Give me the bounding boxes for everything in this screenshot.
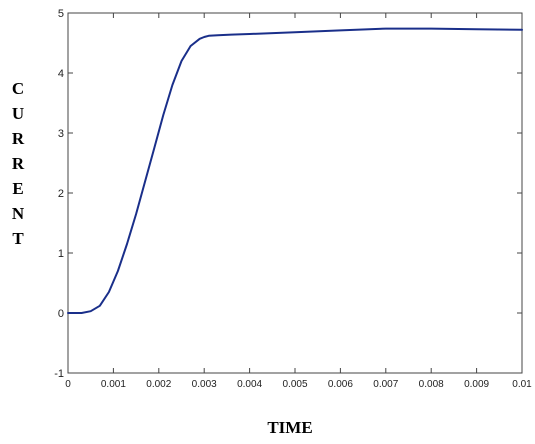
- series-line: [67, 27, 523, 314]
- y-axis-label-letter: T: [12, 229, 24, 248]
- y-axis-label-letter: R: [11, 129, 25, 148]
- y-axis-label-letter: R: [11, 154, 25, 173]
- y-tick-label: -1: [54, 368, 64, 380]
- x-tick-label: 0.003: [192, 379, 217, 390]
- x-tick-label: 0.008: [419, 379, 444, 390]
- y-tick-label: 2: [58, 188, 64, 200]
- y-tick-label: 1: [58, 248, 64, 260]
- y-axis-label-letter: C: [11, 79, 25, 98]
- x-axis: 0 0.001 0.002 0.003 0.004 0.005 0.006 0.007 0.00…: [65, 13, 532, 390]
- y-axis-label-letter: E: [12, 179, 24, 198]
- x-axis-label: TIME: [267, 418, 313, 437]
- x-tick-label: 0.006: [328, 379, 353, 390]
- plot-frame: [67, 12, 523, 374]
- y-axis-label-letter: N: [11, 204, 25, 223]
- series-layer: [67, 27, 523, 314]
- x-tick-label: 0: [65, 379, 71, 390]
- y-axis-label-letter: U: [11, 104, 25, 123]
- y-tick-label: 0: [58, 308, 64, 320]
- y-tick-label: 4: [58, 68, 64, 80]
- x-tick-label: 0.002: [146, 379, 171, 390]
- y-tick-label: 5: [58, 8, 64, 20]
- x-tick-label: 0.001: [101, 379, 126, 390]
- x-tick-label: 0.005: [282, 379, 307, 390]
- x-tick-label: 0.004: [237, 379, 262, 390]
- x-tick-label: 0.009: [464, 379, 489, 390]
- x-tick-label: 0.007: [373, 379, 398, 390]
- y-axis: -1 0 1 2 3 4 5: [54, 8, 522, 380]
- y-tick-label: 3: [58, 128, 64, 140]
- x-tick-label: 0.01: [512, 379, 532, 390]
